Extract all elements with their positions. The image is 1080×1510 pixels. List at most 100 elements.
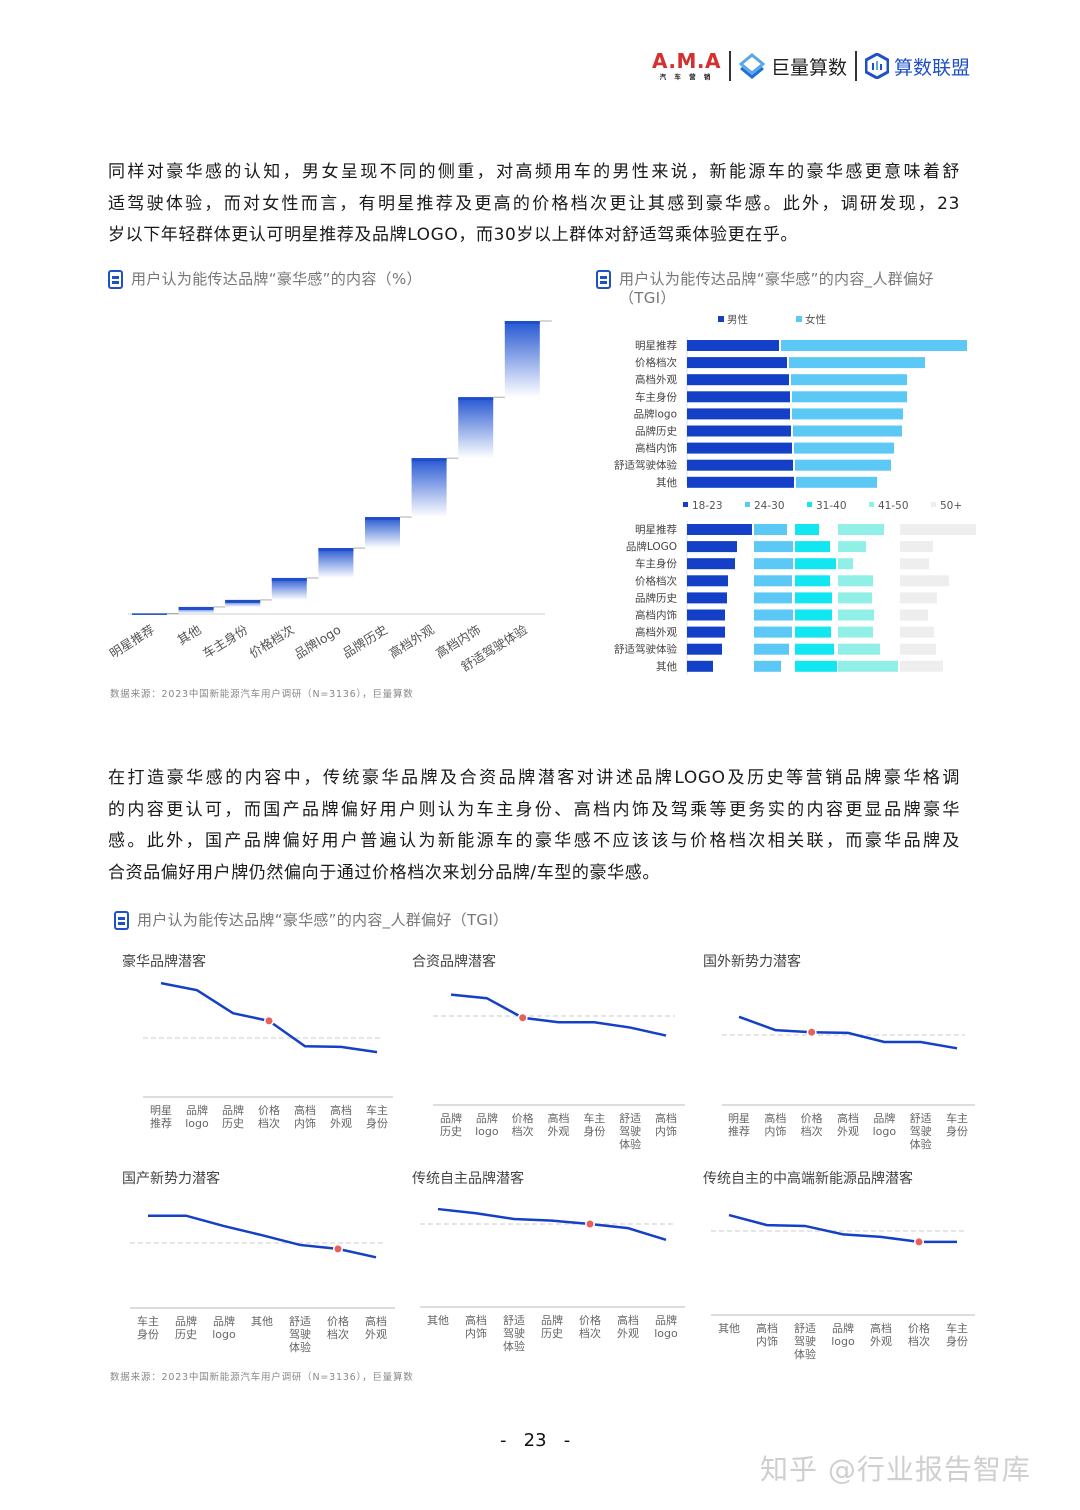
waterfall-bar-top — [132, 613, 167, 615]
x-tick-label-line: 档次 — [512, 1124, 534, 1138]
legend-label: 50+ — [940, 500, 962, 512]
y-tick-label: 高档内饰 — [635, 609, 677, 622]
bar-age-41-50 — [838, 575, 873, 587]
x-tick-label: 价格档次 — [247, 622, 297, 661]
x-tick-label-line: 高档 — [764, 1111, 786, 1125]
y-tick-label: 价格档次 — [635, 574, 677, 587]
panel-title: 合资品牌潜客 — [412, 954, 496, 970]
x-tick-label-line: 其他 — [251, 1315, 273, 1328]
x-tick-label-line: 外观 — [330, 1117, 352, 1130]
paragraph-line: 合资品偏好用户牌仍然偏向于通过价格档次来划分品牌/车型的豪华感。 — [108, 862, 660, 883]
y-tick-label: 明星推荐 — [635, 523, 677, 536]
page-number: - 23 - — [500, 1430, 571, 1451]
x-tick-label: 高档内饰 — [465, 1313, 487, 1340]
legend-swatch — [807, 502, 812, 507]
bar-male — [687, 459, 793, 471]
tgi-line — [450, 993, 667, 1037]
juliang-icon — [738, 53, 765, 79]
bar-age-18-23 — [687, 643, 722, 655]
bar-age-24-30 — [754, 609, 793, 621]
bar-female — [791, 374, 907, 386]
legend-label: 男性 — [727, 313, 748, 326]
x-tick-label: 高档外观 — [548, 1111, 570, 1138]
y-tick-label: 高档内饰 — [635, 442, 677, 455]
bar-age-31-40 — [795, 592, 832, 604]
paragraph-line: 感。此外，国产品牌偏好用户普遍认为新能源车的豪华感不应该该与价格档次相关联，而豪… — [108, 831, 960, 851]
paragraph-line: 的内容更认可，而国产品牌偏好用户则认为车主身份、高档内饰及驾乘等更务实的内容更显… — [108, 799, 960, 820]
bar-age-41-50 — [838, 558, 853, 570]
x-tick-label-line: 内饰 — [465, 1326, 487, 1340]
chart-title-tgi-gender-age: 用户认为能传达品牌“豪华感”的内容_人群偏好（TGI） — [596, 270, 976, 308]
x-tick-label-line: 车主 — [137, 1314, 159, 1328]
bar-female — [795, 459, 891, 471]
bar-age-41-50 — [838, 660, 898, 672]
bar-age-18-23 — [687, 660, 713, 672]
x-tick-label-line: 其他 — [427, 1314, 449, 1327]
bar-female — [781, 340, 967, 351]
x-tick-label-line: 历史 — [175, 1328, 197, 1341]
bar-male — [687, 476, 794, 488]
x-tick-label-line: 身份 — [946, 1334, 968, 1348]
x-tick-label: 高档外观 — [837, 1111, 859, 1138]
x-tick-label-line: 价格 — [801, 1111, 823, 1125]
x-tick-label-line: 体验 — [794, 1347, 816, 1361]
x-tick-label-line: 价格 — [512, 1111, 534, 1125]
x-tick-label-line: 高档 — [330, 1103, 352, 1117]
bar-age-24-30 — [754, 524, 787, 535]
x-tick-label: 高档外观 — [386, 622, 437, 661]
x-tick-label: 车主身份 — [946, 1111, 968, 1138]
bar-age-31-40 — [795, 643, 834, 655]
x-tick-label: 舒适驾驶体验 — [289, 1314, 311, 1354]
x-tick-label-line: 品牌 — [175, 1314, 197, 1328]
x-tick-label: 舒适驾驶体验 — [794, 1321, 816, 1361]
x-tick-label: 高档外观 — [330, 1103, 352, 1130]
panel-title: 豪华品牌潜客 — [122, 954, 206, 970]
x-tick-label-line: 内饰 — [764, 1124, 786, 1138]
marker-gap — [333, 1243, 343, 1254]
highlight-marker — [334, 1245, 342, 1253]
waterfall-bar-top — [271, 577, 307, 581]
legend-swatch — [931, 502, 936, 507]
highlight-marker — [915, 1238, 923, 1246]
bar-male — [687, 374, 789, 386]
suanshu-icon — [864, 53, 889, 79]
x-tick-label-line: 档次 — [801, 1124, 823, 1138]
bar-female — [792, 391, 907, 403]
x-tick-label-line: 内饰 — [655, 1124, 677, 1138]
bar-age-18-23 — [687, 575, 728, 587]
x-tick-label: 明星推荐 — [150, 1104, 172, 1130]
x-tick-label-line: 高档 — [756, 1321, 778, 1335]
x-tick-label-line: 驾驶 — [289, 1327, 311, 1341]
x-tick-label-line: 档次 — [579, 1326, 601, 1340]
bar-age-41-50 — [838, 524, 884, 535]
x-tick-label-line: 体验 — [910, 1137, 932, 1151]
y-tick-label: 舒适驾驶体验 — [614, 643, 677, 656]
x-tick-label: 明星推荐 — [107, 622, 157, 661]
chart-title-tgi-lines: 用户认为能传达品牌“豪华感”的内容_人群偏好（TGI） — [114, 911, 508, 930]
x-tick-label: 价格档次 — [512, 1111, 534, 1138]
bar-age-31-40 — [795, 524, 819, 535]
x-tick-label: 品牌历史 — [541, 1313, 563, 1340]
x-tick-label: 高档外观 — [365, 1314, 387, 1341]
x-tick-label-line: 推荐 — [728, 1124, 750, 1138]
y-tick-label: 品牌LOGO — [626, 540, 677, 553]
y-tick-label: 车主身份 — [635, 390, 677, 403]
tgi-line — [728, 1213, 957, 1244]
tgi-bar-charts: 男性 女性明星推荐价格档次高档外观车主身份品牌logo品牌历史高档内饰舒适驾驶体验… — [614, 313, 976, 675]
x-tick-label: 品牌历史 — [175, 1314, 197, 1341]
y-tick-label: 高档外观 — [635, 626, 677, 639]
x-tick-label-line: 高档 — [617, 1313, 639, 1327]
bar-age-31-40 — [795, 609, 832, 621]
x-tick-label-line: 身份 — [366, 1116, 388, 1130]
x-tick-label-line: 品牌 — [873, 1111, 895, 1125]
x-tick-label-line: 品牌 — [222, 1103, 244, 1117]
tgi-line — [148, 1214, 377, 1259]
x-tick-label: 车主身份 — [137, 1314, 159, 1341]
bar-age-50+ — [900, 524, 976, 535]
bar-age-50+ — [900, 592, 937, 604]
marker-gap — [517, 1012, 528, 1023]
